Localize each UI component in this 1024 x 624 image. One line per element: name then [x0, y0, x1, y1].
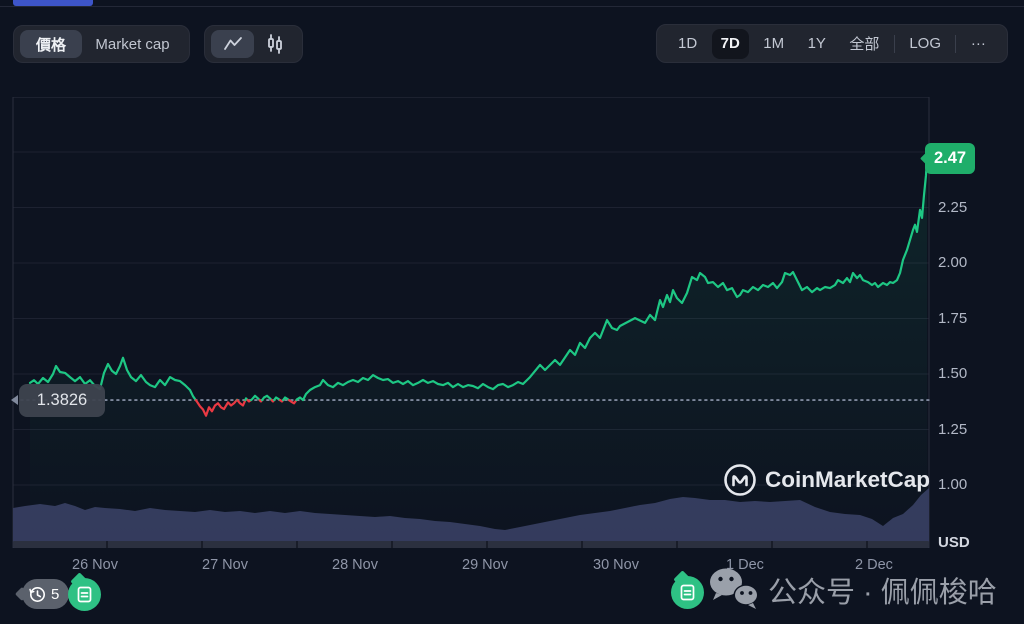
chart-scrollbar[interactable] — [13, 541, 929, 548]
price-line-up-segment — [261, 394, 273, 402]
metric-toggle-group: 價格 Market cap — [13, 25, 190, 63]
date-tick-label: 27 Nov — [202, 557, 248, 573]
coinmarketcap-watermark-text: CoinMarketCap — [765, 467, 931, 492]
price-tick-label: 1.00 — [938, 476, 968, 493]
candlestick-chart-type-button[interactable] — [254, 34, 296, 54]
price-tick-label: 2.25 — [938, 198, 968, 216]
date-tick-label: 26 Nov — [72, 557, 118, 573]
date-tick-label: 28 Nov — [332, 557, 378, 573]
marketcap-toggle-label: Market cap — [95, 35, 170, 53]
chart-event-marker[interactable] — [671, 576, 704, 609]
range-1m-label: 1M — [763, 35, 785, 52]
price-toggle-button[interactable]: 價格 — [20, 30, 82, 58]
range-1y-button[interactable]: 1Y — [799, 29, 835, 59]
document-icon — [77, 586, 92, 603]
coinmarketcap-logo-icon — [724, 464, 756, 496]
price-chart-plot-area[interactable] — [0, 96, 1024, 550]
last-price-value: 2.47 — [933, 149, 967, 167]
active-tab-underline — [13, 0, 93, 6]
range-all-button[interactable]: 全部 — [840, 29, 888, 59]
price-line-down-segment — [194, 399, 238, 417]
reference-price-value: 1.3826 — [36, 391, 88, 409]
range-all-label: 全部 — [849, 36, 880, 53]
plot-border — [12, 96, 930, 548]
price-tick-label: 1.50 — [938, 365, 968, 382]
reference-price-arrow — [11, 395, 18, 405]
line-chart-icon — [223, 37, 242, 50]
candlestick-icon — [268, 34, 282, 54]
wechat-icon — [710, 568, 759, 609]
time-range-group: 1D 7D 1M 1Y 全部 LOG ··· — [656, 24, 1008, 63]
ellipsis-icon: ··· — [970, 35, 986, 52]
toolbar-divider — [893, 34, 895, 53]
price-line-up-segment — [249, 394, 261, 402]
range-1d-button[interactable]: 1D — [669, 29, 706, 59]
price-tick-label: 1.75 — [938, 309, 968, 327]
range-7d-label: 7D — [720, 35, 740, 52]
price-line-up-segment — [295, 157, 929, 402]
document-icon — [680, 584, 695, 601]
chart-type-toggle-group — [204, 25, 303, 63]
coinmarketcap-watermark: CoinMarketCap — [723, 463, 930, 497]
price-toggle-label: 價格 — [35, 36, 66, 54]
more-options-button[interactable]: ··· — [962, 29, 995, 59]
price-line-up-segment — [28, 356, 197, 402]
price-line-down-segment — [236, 399, 247, 407]
history-count: 5 — [51, 585, 60, 603]
currency-label: USD — [938, 534, 970, 551]
price-tick-label: 2.00 — [938, 254, 968, 271]
range-1d-label: 1D — [678, 35, 698, 52]
range-7d-button[interactable]: 7D — [711, 28, 749, 59]
price-area-fill — [30, 158, 927, 541]
toolbar-divider — [955, 34, 957, 53]
range-1m-button[interactable]: 1M — [754, 29, 793, 59]
price-line-down-segment — [287, 399, 298, 405]
wechat-watermark-text: 公众号 · 佩佩梭哈 — [768, 577, 997, 609]
reference-price-tooltip: 1.3826 — [19, 384, 105, 417]
header-divider — [0, 6, 1024, 7]
marketcap-toggle-button[interactable]: Market cap — [82, 36, 183, 53]
last-price-badge: 2.47 — [925, 143, 975, 174]
chart-event-marker[interactable] — [68, 578, 101, 611]
date-tick-label: 30 Nov — [593, 557, 639, 573]
line-chart-type-button[interactable] — [211, 30, 254, 58]
range-1y-label: 1Y — [807, 35, 826, 52]
log-scale-button[interactable]: LOG — [900, 29, 950, 59]
date-tick-label: 1 Dec — [726, 557, 764, 573]
history-events-pill[interactable]: 5 — [22, 579, 70, 609]
log-scale-label: LOG — [909, 35, 941, 52]
price-chart-svg[interactable] — [0, 96, 1024, 550]
date-tick-label: 2 Dec — [855, 557, 893, 573]
price-tick-label: 1.25 — [938, 420, 968, 438]
wechat-watermark: 公众号 · 佩佩梭哈 — [706, 566, 997, 614]
history-clock-icon — [29, 586, 45, 602]
date-tick-label: 29 Nov — [462, 557, 508, 573]
